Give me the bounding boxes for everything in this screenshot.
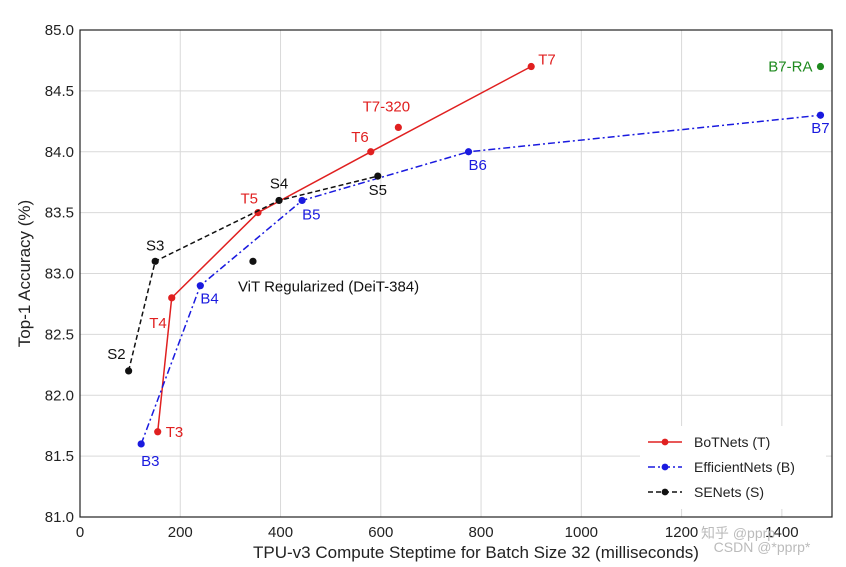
y-tick-label: 81.0 [45,509,74,526]
legend-label: SENets (S) [694,484,764,500]
y-tick-label: 84.0 [45,144,74,161]
extra-point [249,257,257,265]
data-point [154,428,162,436]
point-label: B6 [469,157,487,174]
series-0: T3 T4 T5 T6 T7 [149,52,555,441]
x-tick-label: 200 [168,524,193,541]
data-point [367,148,375,156]
legend-marker [661,463,669,471]
legend-box [640,426,826,509]
data-point [298,196,306,205]
extra-point-label: T7-320 [363,98,411,115]
point-label: B3 [141,453,159,470]
y-tick-label: 82.5 [45,326,74,343]
series-line [156,65,532,432]
legend-marker [661,488,669,496]
x-tick-label: 1200 [665,524,698,541]
x-tick-label: 1000 [565,524,598,541]
point-label: T4 [149,315,167,332]
data-point [254,209,262,217]
y-tick-label: 82.0 [45,387,74,404]
y-tick-label: 84.5 [45,83,74,100]
point-label: B7 [811,120,829,137]
y-tick-label: 83.5 [45,205,74,222]
extra-point [816,62,825,71]
x-tick-label: 800 [469,524,494,541]
y-axis-ticks: 81.0 81.5 82.0 82.5 83.0 83.5 84.0 84.5 85.0 [45,22,74,526]
data-point [125,367,133,375]
series-line [127,175,378,372]
data-point [816,111,825,119]
legend-label: BoTNets (T) [694,434,770,450]
data-point [168,294,176,302]
watermark-line: CSDN @*pprp* [714,539,811,555]
data-point [196,282,204,290]
legend-marker [661,438,669,446]
x-tick-label: 600 [368,524,393,541]
x-axis-ticks: 0 200 400 600 800 1000 1200 1400 [76,524,799,541]
data-point [374,172,382,180]
point-label: B4 [200,291,218,308]
series-1: B3 B4 B5 B6 B7 [137,111,830,470]
watermark-line: 知乎 @pprp [701,525,775,541]
y-axis-title: Top-1 Accuracy (%) [15,200,34,347]
series-2: S2 S3 S4 S5 [107,172,387,375]
x-axis-title: TPU-v3 Compute Steptime for Batch Size 3… [253,543,699,562]
data-point [464,148,473,156]
point-label: S4 [270,175,288,192]
point-label: T7 [538,52,556,69]
point-label: T5 [240,191,258,208]
extra-point-label: B7-RA [768,59,812,76]
x-tick-label: 400 [268,524,293,541]
data-point [527,62,535,71]
series-layer: T3 T4 T5 T6 T7 B3 B4 B5 B6 B7 S2 S3 S4 S5 [107,52,829,470]
data-point [151,257,159,265]
y-tick-label: 83.0 [45,266,74,283]
x-tick-label: 0 [76,524,84,541]
point-label: S2 [107,346,125,363]
extra-point [394,123,402,131]
extra-point-label: ViT Regularized (DeiT-384) [238,278,419,295]
y-tick-label: 85.0 [45,22,74,39]
point-label: T6 [351,129,369,146]
point-label: B5 [302,206,320,223]
point-label: S3 [146,237,164,254]
point-label: T3 [166,424,184,441]
point-label: S5 [369,182,387,199]
extra-points-layer: T7-320 ViT Regularized (DeiT-384) B7-RA [238,59,825,295]
legend: BoTNets (T) EfficientNets (B) SENets (S) [640,426,826,509]
legend-label: EfficientNets (B) [694,459,795,475]
data-point [275,196,283,205]
data-point [137,440,145,448]
y-tick-label: 81.5 [45,448,74,465]
plot-frame [79,29,833,518]
x-tick-label: 1400 [765,524,798,541]
